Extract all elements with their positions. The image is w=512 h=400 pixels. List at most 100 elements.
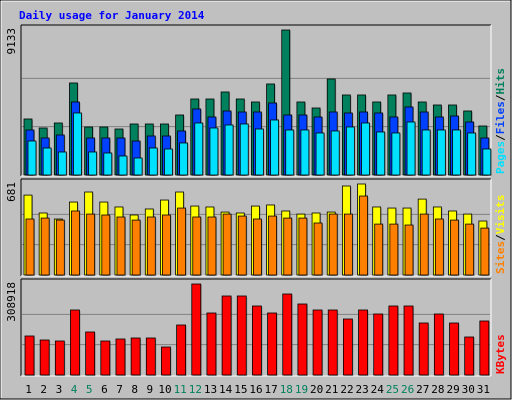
x-tick-label: 2 bbox=[40, 383, 47, 396]
x-tick-label: 23 bbox=[356, 383, 369, 396]
bar bbox=[343, 213, 353, 276]
bar bbox=[100, 340, 111, 376]
bar bbox=[192, 216, 202, 276]
bar bbox=[222, 213, 232, 276]
legend-separator: / bbox=[494, 94, 507, 101]
bar bbox=[209, 127, 219, 176]
bar bbox=[268, 215, 277, 276]
bar bbox=[342, 318, 353, 376]
x-tick-label: 7 bbox=[116, 383, 123, 396]
x-tick-label: 22 bbox=[340, 383, 353, 396]
x-tick-label: 25 bbox=[386, 383, 399, 396]
bar bbox=[464, 336, 475, 376]
x-tick-label: 11 bbox=[174, 383, 187, 396]
x-tick-label: 6 bbox=[101, 383, 108, 396]
bar bbox=[313, 222, 323, 276]
bar bbox=[54, 340, 65, 376]
bar bbox=[101, 214, 111, 276]
bar bbox=[403, 305, 414, 376]
legend-entry: Sites bbox=[494, 241, 507, 274]
bar bbox=[373, 313, 384, 376]
bar bbox=[467, 132, 477, 176]
bar bbox=[270, 119, 279, 176]
bar bbox=[179, 142, 189, 176]
bar bbox=[70, 309, 80, 376]
bar bbox=[191, 283, 202, 376]
bar bbox=[116, 216, 126, 276]
legend: Pages/Files/Hits bbox=[494, 68, 507, 174]
bar bbox=[482, 148, 492, 176]
bar bbox=[376, 131, 386, 176]
bar bbox=[55, 219, 65, 276]
y-tick-label: 681 bbox=[5, 182, 18, 202]
bar bbox=[421, 129, 431, 176]
bar bbox=[71, 210, 80, 276]
bar bbox=[25, 218, 35, 276]
bar bbox=[162, 214, 171, 276]
bar bbox=[145, 337, 156, 376]
bar bbox=[315, 132, 325, 176]
x-tick-label: 3 bbox=[56, 383, 63, 396]
y-tick-label: 308918 bbox=[5, 282, 18, 322]
x-tick-label: 27 bbox=[416, 383, 429, 396]
legend: KBytes bbox=[494, 334, 507, 374]
x-tick-label: 28 bbox=[431, 383, 444, 396]
legend-entry: Visits bbox=[494, 195, 507, 235]
bar bbox=[434, 218, 444, 276]
bar bbox=[282, 293, 293, 376]
bar bbox=[406, 121, 416, 176]
bar bbox=[300, 129, 310, 176]
bar bbox=[115, 338, 126, 376]
bar bbox=[237, 215, 247, 276]
bar bbox=[146, 216, 156, 276]
bar bbox=[221, 295, 232, 376]
x-tick-label: 30 bbox=[462, 383, 475, 396]
bar bbox=[330, 130, 340, 176]
bar bbox=[419, 213, 429, 276]
bar bbox=[345, 126, 355, 176]
chart-title: Daily usage for January 2014 bbox=[19, 9, 205, 22]
bar bbox=[85, 331, 96, 376]
bar bbox=[449, 322, 459, 376]
bar bbox=[24, 335, 35, 376]
x-tick-label: 5 bbox=[86, 383, 93, 396]
bar bbox=[39, 339, 50, 376]
legend-entry: KBytes bbox=[494, 334, 507, 374]
bar bbox=[253, 218, 262, 276]
x-tick-label: 13 bbox=[204, 383, 217, 396]
bar bbox=[207, 216, 217, 276]
x-tick-label: 31 bbox=[477, 383, 490, 396]
x-tick-label: 4 bbox=[71, 383, 78, 396]
bar bbox=[131, 219, 141, 276]
x-tick-label: 19 bbox=[295, 383, 308, 396]
bar bbox=[283, 217, 293, 276]
x-tick-label: 26 bbox=[401, 383, 414, 396]
bar bbox=[239, 123, 249, 176]
bar bbox=[450, 219, 459, 276]
x-tick-label: 17 bbox=[265, 383, 278, 396]
y-tick-label: 9133 bbox=[5, 28, 18, 55]
bar bbox=[391, 132, 401, 176]
legend-entry: Hits bbox=[494, 68, 507, 95]
x-tick-label: 8 bbox=[131, 383, 138, 396]
bar bbox=[148, 147, 158, 176]
x-tick-label: 21 bbox=[325, 383, 338, 396]
bar bbox=[388, 305, 399, 376]
x-tick-label: 20 bbox=[310, 383, 323, 396]
legend-entry: Files bbox=[494, 101, 507, 134]
x-tick-label: 14 bbox=[219, 383, 233, 396]
bar bbox=[359, 195, 368, 276]
bar bbox=[285, 129, 295, 176]
bar bbox=[433, 313, 444, 376]
bar bbox=[118, 155, 128, 176]
bar bbox=[389, 223, 399, 276]
legend-entry: Pages bbox=[494, 141, 507, 174]
bar bbox=[480, 227, 490, 276]
bar bbox=[452, 129, 461, 176]
bar bbox=[164, 148, 173, 176]
legend-separator: / bbox=[494, 134, 507, 141]
bar bbox=[224, 124, 234, 176]
bar bbox=[267, 312, 277, 376]
bar bbox=[374, 223, 384, 276]
bar bbox=[361, 122, 370, 176]
